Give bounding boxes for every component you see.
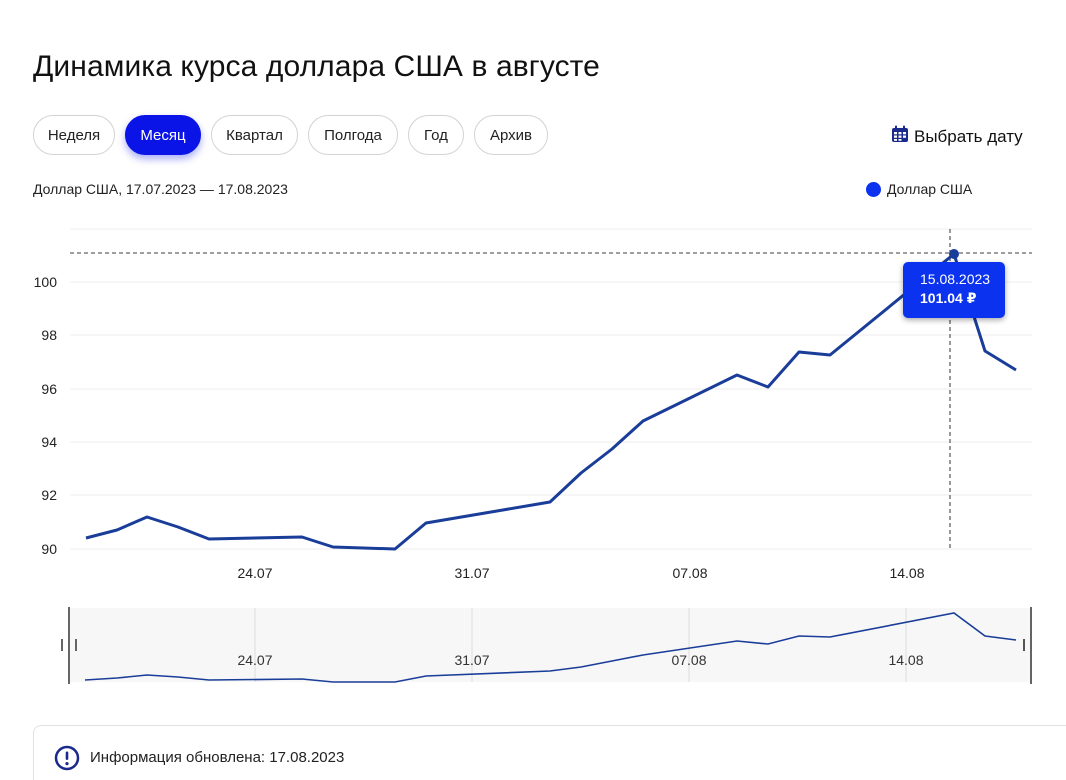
info-updated-text: Информация обновлена: 17.08.2023 bbox=[90, 749, 345, 766]
navigator-tick: 24.07 bbox=[237, 652, 272, 668]
period-quarter-button[interactable]: Квартал bbox=[211, 115, 298, 155]
calendar-icon bbox=[891, 125, 909, 148]
y-axis: 100 98 96 94 92 90 bbox=[34, 274, 58, 557]
exclamation-circle-icon bbox=[54, 745, 80, 776]
x-tick: 07.08 bbox=[672, 565, 707, 581]
pick-date-button[interactable]: Выбрать дату bbox=[891, 125, 1023, 148]
y-tick: 92 bbox=[41, 487, 57, 503]
period-week-button[interactable]: Неделя bbox=[33, 115, 115, 155]
y-tick: 94 bbox=[41, 434, 57, 450]
chart-subtitle: Доллар США, 17.07.2023 — 17.08.2023 bbox=[33, 181, 288, 197]
chart-area[interactable]: 100 98 96 94 92 90 24.07 31.07 07.08 14.… bbox=[0, 0, 1066, 720]
tooltip-date: 15.08.2023 bbox=[920, 271, 991, 287]
chart-legend[interactable]: Доллар США bbox=[866, 181, 972, 197]
navigator-tick: 31.07 bbox=[454, 652, 489, 668]
period-halfyear-button[interactable]: Полгода bbox=[308, 115, 398, 155]
y-tick: 96 bbox=[41, 381, 57, 397]
period-month-button[interactable]: Месяц bbox=[125, 115, 201, 155]
x-axis: 24.07 31.07 07.08 14.08 bbox=[237, 565, 924, 581]
legend-dot-icon bbox=[866, 181, 881, 197]
y-tick: 100 bbox=[34, 274, 58, 290]
legend-label: Доллар США bbox=[887, 181, 973, 197]
hover-point-marker bbox=[949, 249, 959, 259]
usd-series-line bbox=[85, 252, 1017, 551]
navigator-tick: 07.08 bbox=[671, 652, 706, 668]
period-archive-button[interactable]: Архив bbox=[474, 115, 548, 155]
navigator-series-line bbox=[84, 612, 1017, 683]
tooltip-value: 101.04 ₽ bbox=[920, 290, 977, 306]
period-year-button[interactable]: Год bbox=[408, 115, 464, 155]
page-title: Динамика курса доллара США в августе bbox=[33, 50, 600, 83]
navigator-tick: 14.08 bbox=[888, 652, 923, 668]
range-navigator[interactable]: 24.07 31.07 07.08 14.08 bbox=[61, 607, 1032, 684]
info-panel: Информация обновлена: 17.08.2023 bbox=[33, 725, 1066, 780]
x-tick: 31.07 bbox=[454, 565, 489, 581]
x-tick: 24.07 bbox=[237, 565, 272, 581]
chart-tooltip: 15.08.2023 101.04 ₽ bbox=[903, 262, 1005, 318]
gridlines bbox=[70, 228, 1032, 550]
period-selector: Неделя Месяц Квартал Полгода Год Архив bbox=[33, 115, 548, 155]
pick-date-label: Выбрать дату bbox=[914, 126, 1023, 146]
y-tick: 90 bbox=[41, 541, 57, 557]
x-tick: 14.08 bbox=[889, 565, 924, 581]
y-tick: 98 bbox=[41, 327, 57, 343]
